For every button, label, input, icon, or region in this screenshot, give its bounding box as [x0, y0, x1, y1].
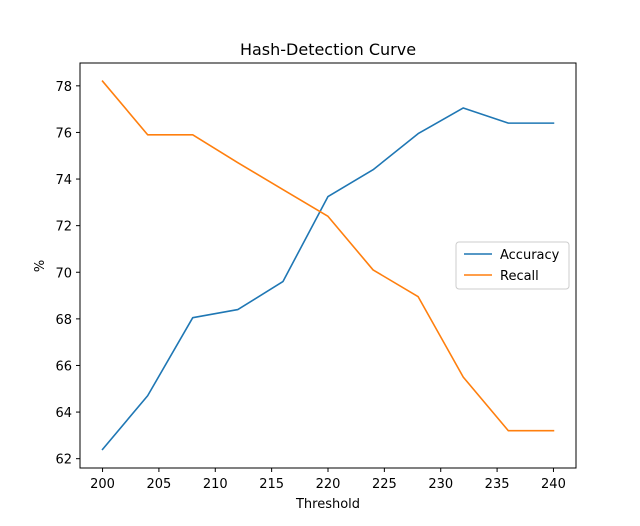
y-axis: 62 64 66 68 70 72 74 76 78: [55, 80, 80, 468]
x-tick-label: 205: [146, 477, 171, 492]
y-tick-label: 68: [55, 313, 72, 328]
x-tick-label: 200: [90, 477, 115, 492]
legend: Accuracy Recall: [455, 241, 570, 290]
y-tick-label: 64: [55, 406, 72, 421]
x-axis: 200 205 210 215 220 225 230 235 240: [90, 468, 566, 492]
legend-label-recall: Recall: [500, 269, 539, 284]
y-axis-label: %: [33, 260, 48, 272]
y-tick-label: 70: [55, 266, 72, 281]
y-tick-label: 74: [55, 173, 72, 188]
plot-area: [101, 80, 555, 451]
y-tick-label: 62: [55, 453, 72, 468]
y-tick-label: 66: [55, 359, 72, 374]
x-tick-label: 210: [203, 477, 228, 492]
y-tick-label: 78: [55, 80, 72, 95]
x-tick-label: 225: [372, 477, 397, 492]
legend-label-accuracy: Accuracy: [500, 248, 560, 263]
x-axis-label: Threshold: [295, 497, 360, 512]
x-tick-label: 230: [428, 477, 453, 492]
x-tick-label: 220: [316, 477, 341, 492]
x-tick-label: 215: [259, 477, 284, 492]
x-tick-label: 235: [485, 477, 510, 492]
series-line-recall: [101, 80, 555, 432]
series-line-accuracy: [101, 107, 555, 451]
chart-title: Hash-Detection Curve: [240, 40, 416, 59]
y-tick-label: 76: [55, 126, 72, 141]
y-tick-label: 72: [55, 220, 72, 235]
x-tick-label: 240: [541, 477, 566, 492]
